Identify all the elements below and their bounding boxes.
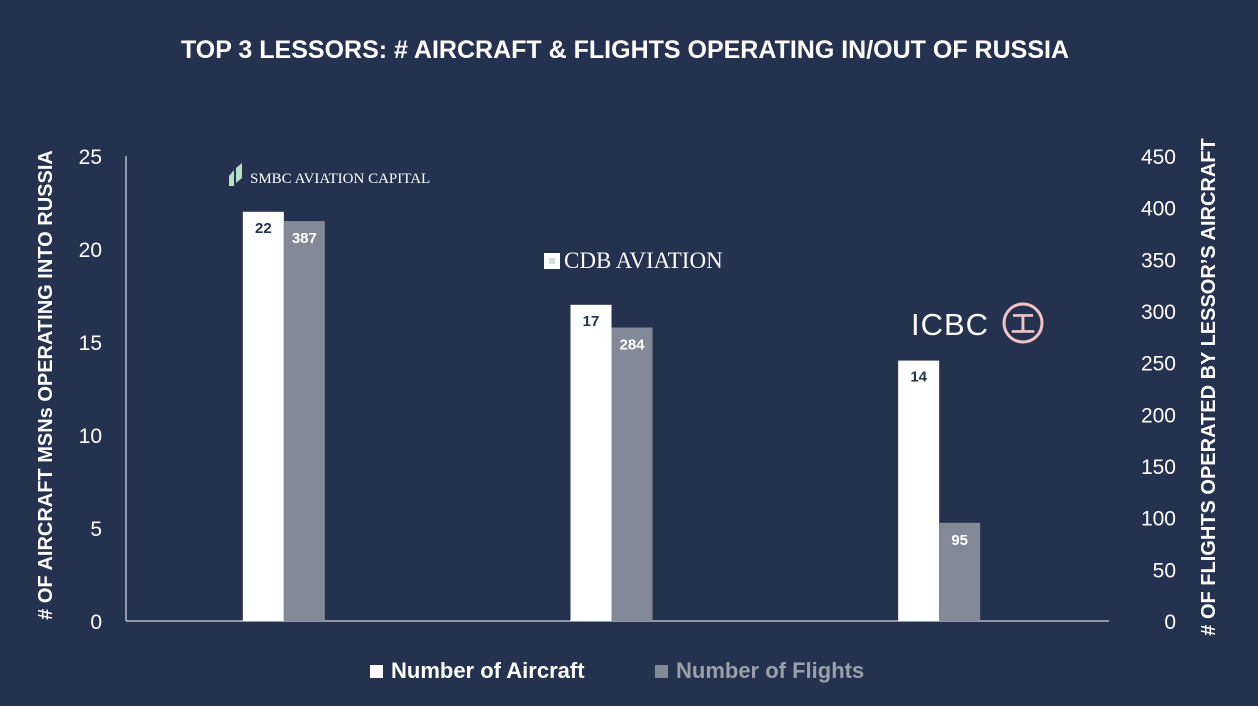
icbc-logo: ICBC 工	[911, 302, 1044, 344]
y2-tick-label: 0	[1164, 611, 1176, 634]
bars	[242, 211, 981, 622]
y2-axis-title: # OF FLIGHTS OPERATED BY LESSOR’S AIRCRA…	[1198, 138, 1220, 635]
legend-swatch-flights	[655, 665, 668, 678]
y-axis-ticks: 0 5 10 15 20 25	[79, 146, 102, 634]
bar-flights	[939, 522, 981, 621]
bar-aircraft	[570, 304, 612, 621]
y2-tick-label: 300	[1141, 301, 1176, 324]
chart-title: TOP 3 LESSORS: # AIRCRAFT & FLIGHTS OPER…	[181, 36, 1069, 64]
legend-label-aircraft: Number of Aircraft	[391, 658, 585, 683]
data-label-aircraft: 17	[583, 313, 600, 330]
y2-tick-label: 150	[1141, 456, 1176, 479]
y-tick-label: 5	[90, 518, 102, 541]
y2-axis-ticks: 0 50 100 150 200 250 300 350 400 450	[1141, 146, 1176, 634]
bar-flights	[283, 221, 325, 621]
bar-aircraft	[242, 211, 284, 622]
cdb-logo-text: CDB AVIATION	[564, 248, 723, 273]
data-label-flights: 387	[292, 230, 317, 247]
y2-tick-label: 400	[1141, 198, 1176, 221]
y2-tick-label: 100	[1141, 508, 1176, 531]
smbc-leaf-icon	[229, 170, 234, 186]
y-tick-label: 10	[79, 425, 102, 448]
icbc-logo-text: ICBC	[911, 307, 989, 342]
cdb-square-inner	[549, 258, 555, 264]
y-tick-label: 20	[79, 239, 102, 262]
smbc-logo-text: SMBC AVIATION CAPITAL	[250, 171, 430, 187]
data-label-aircraft: 14	[910, 369, 927, 386]
y2-tick-label: 450	[1141, 146, 1176, 169]
smbc-leaf-icon-2	[236, 163, 242, 183]
data-labels: 22 387 17 284 14 95	[255, 220, 968, 549]
y2-tick-label: 250	[1141, 353, 1176, 376]
icbc-emblem-icon	[1002, 302, 1044, 344]
data-label-flights: 95	[951, 532, 968, 549]
y-tick-label: 15	[79, 332, 102, 355]
legend: Number of Aircraft Number of Flights	[370, 658, 864, 683]
legend-swatch-aircraft	[370, 665, 383, 678]
smbc-logo: SMBC AVIATION CAPITAL	[229, 163, 430, 187]
bar-aircraft	[898, 360, 940, 621]
y-axis-title: # OF AIRCRAFT MSNs OPERATING INTO RUSSIA	[35, 150, 57, 620]
y2-tick-label: 50	[1153, 559, 1176, 582]
legend-label-flights: Number of Flights	[676, 658, 864, 683]
y2-tick-label: 200	[1141, 404, 1176, 427]
y2-tick-label: 350	[1141, 249, 1176, 272]
data-label-aircraft: 22	[255, 220, 272, 237]
y-tick-label: 25	[79, 146, 102, 169]
icbc-emblem-glyph: 工	[1011, 311, 1035, 338]
bar-flights	[611, 327, 653, 621]
y-tick-label: 0	[90, 611, 102, 634]
cdb-logo: CDB AVIATION	[544, 248, 723, 273]
data-label-flights: 284	[619, 337, 645, 354]
